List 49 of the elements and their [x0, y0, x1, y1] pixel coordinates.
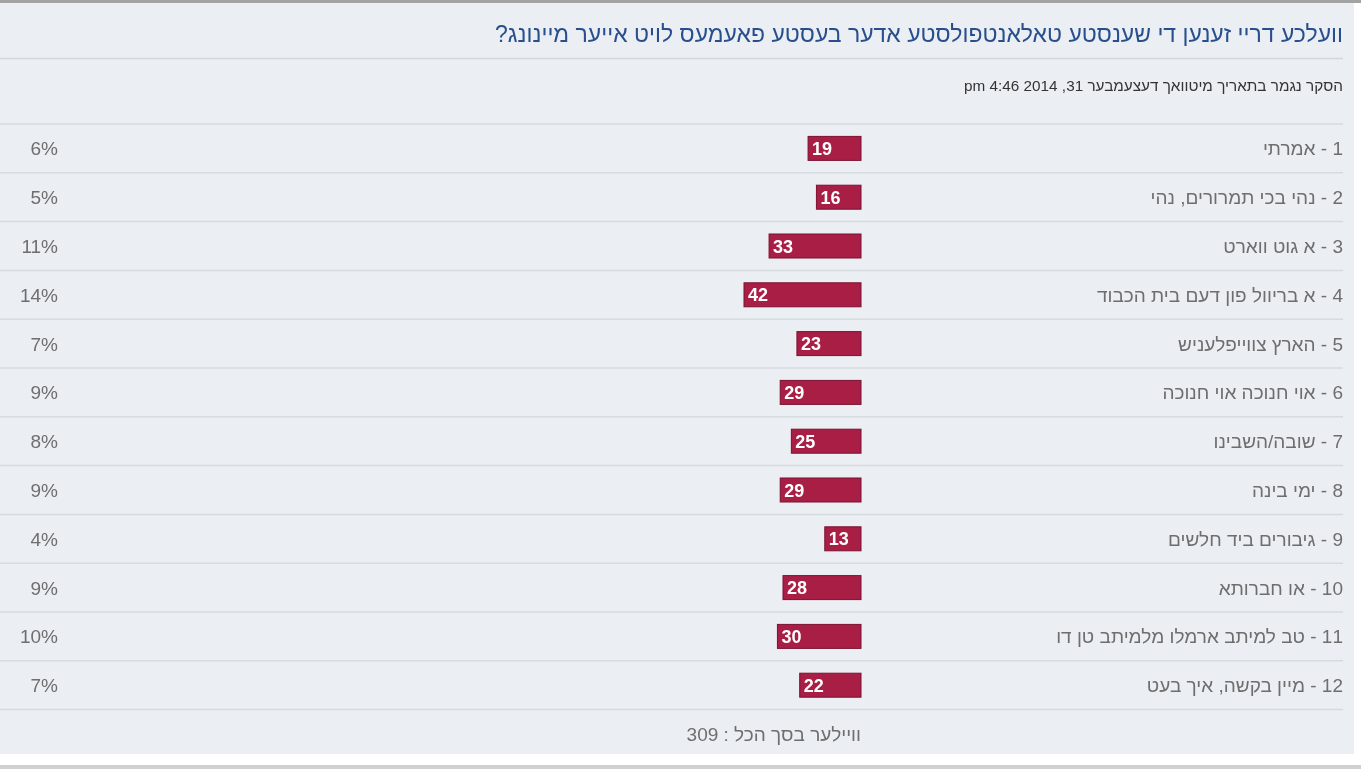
bar [779, 477, 862, 503]
bar [807, 135, 862, 161]
y-tick-label: 1 - אמרתי [1262, 138, 1343, 160]
y-tick-label: 3 - א גוט ווארט [1223, 236, 1343, 257]
data-label: 29 [784, 480, 805, 501]
annotation: 8% [30, 431, 58, 453]
bar [790, 428, 862, 454]
y-tick-label: 12 - מיין בקשה, איך בעט [1146, 675, 1343, 697]
y-tick-label: 11 - טב למיתב ארמלו מלמיתב טן דו [1056, 626, 1343, 648]
annotation: 9% [30, 382, 58, 404]
y-tick-label: 8 - ימי בינה [1251, 480, 1343, 501]
data-label: 33 [773, 236, 794, 257]
data-label: 13 [828, 529, 849, 550]
y-tick-label: 10 - או חברותא [1218, 577, 1343, 599]
annotation: 11% [21, 236, 58, 257]
y-tick-label: 7 - שובה/השבינו [1213, 431, 1343, 453]
subtitle: הסקר נגמר בתאריך מיטוואך דעצעמבער 31, 2014 4:46 pm [964, 77, 1343, 94]
bar [779, 379, 862, 405]
y-tick-label: 9 - גיבורים ביד חלשים [1167, 528, 1343, 550]
bar [743, 282, 862, 308]
y-tick-label: 2 - נהי בכי תמרורים, נהי [1150, 187, 1343, 209]
data-label: 30 [781, 626, 802, 647]
annotation: 7% [30, 675, 58, 697]
chart-title: וועלכע דריי זענען די שענסטע טאלאנטפולסטע אדער בעסטע פאעמעס לויט אייער מיינונג? [495, 21, 1343, 47]
annotation: 14% [19, 284, 58, 306]
bar [796, 331, 862, 357]
annotation: 7% [30, 333, 58, 355]
bar [776, 623, 862, 649]
annotation: 9% [30, 480, 58, 501]
annotation: וויילער בסך הכל : 309 [686, 724, 861, 745]
data-label: 42 [748, 285, 769, 306]
data-label: 16 [820, 187, 841, 208]
data-label: 28 [787, 578, 808, 599]
data-label: 19 [812, 138, 833, 159]
bar [782, 575, 862, 601]
annotation: 9% [30, 577, 58, 599]
annotation: 4% [30, 528, 58, 550]
y-tick-label: 4 - א בריוול פון דעם בית הכבוד [1097, 284, 1344, 306]
data-label: 23 [800, 334, 821, 355]
annotation: 10% [19, 626, 58, 648]
data-label: 25 [795, 431, 816, 452]
annotation: 6% [30, 138, 58, 160]
data-label: 22 [803, 675, 824, 696]
bar [768, 233, 862, 259]
data-label: 29 [784, 382, 805, 403]
y-tick-label: 5 - הארץ צווייפלעניש [1178, 333, 1343, 355]
annotation: 5% [30, 187, 58, 209]
bar [799, 672, 862, 698]
y-tick-label: 6 - אוי חנוכה אוי חנוכה [1162, 382, 1343, 404]
